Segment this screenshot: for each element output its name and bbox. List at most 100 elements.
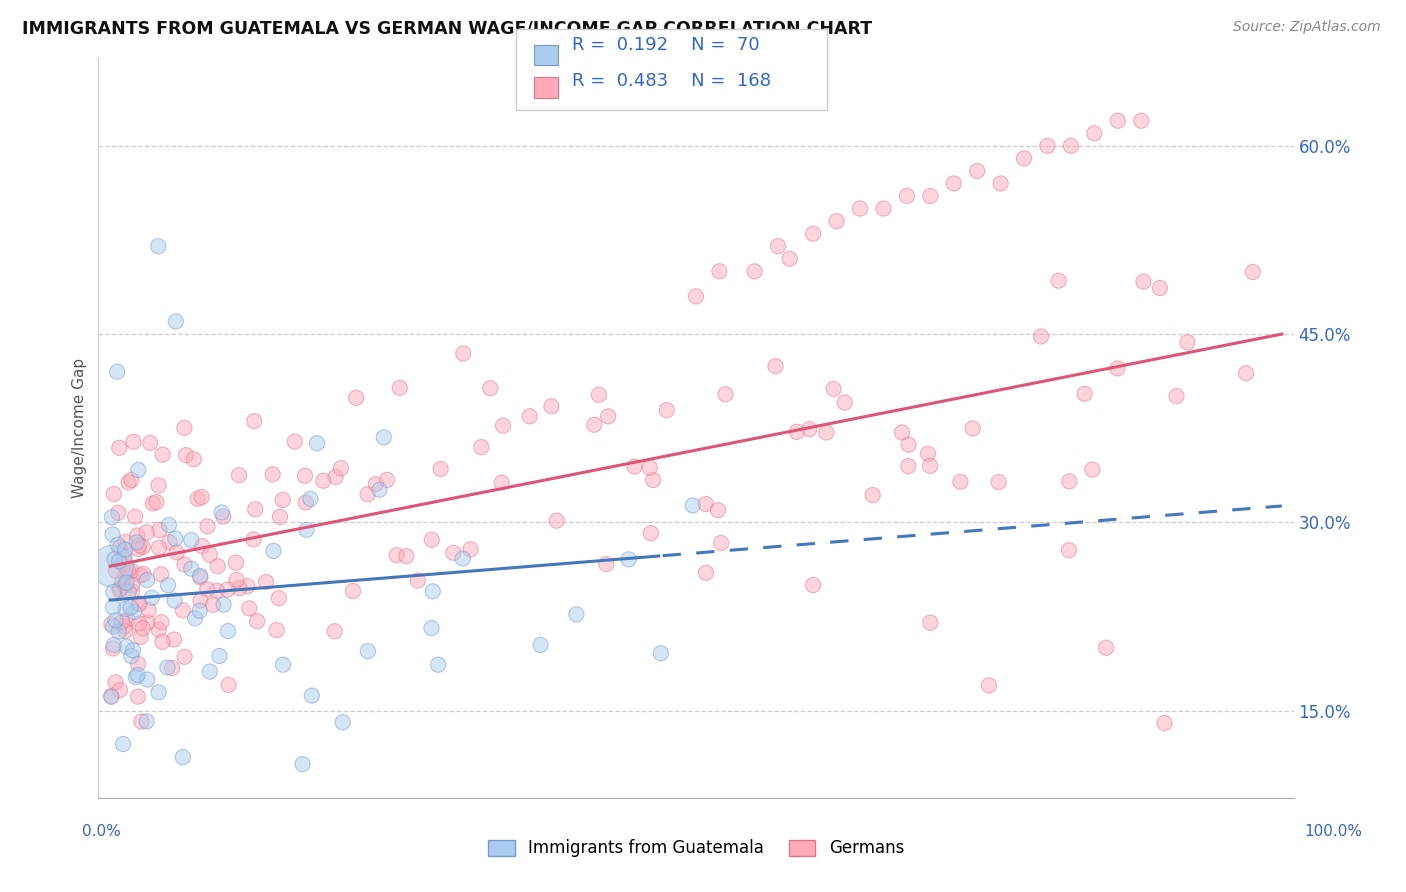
Point [163,593,186,607]
Point [714,387,737,401]
Point [128,597,150,611]
Point [246,614,269,628]
Point [114,602,136,616]
Point [107,538,129,552]
Point [135,714,157,729]
Point [172,603,194,617]
Point [148,523,170,537]
Point [218,678,240,692]
Point [217,624,239,639]
Point [172,750,194,764]
Point [173,421,195,435]
Point [122,643,145,657]
Point [1057,543,1080,558]
Point [491,475,513,490]
Point [150,615,173,630]
Point [138,603,160,617]
Point [108,683,131,698]
Point [357,644,380,658]
Point [180,533,202,547]
Point [1234,366,1257,380]
Point [388,381,411,395]
Point [127,657,149,671]
Point [1047,274,1070,288]
Point [1241,265,1264,279]
Point [129,630,152,644]
Point [190,490,212,504]
Point [174,448,197,462]
Point [920,615,942,630]
Point [834,395,856,409]
Point [180,561,202,575]
Point [228,581,250,595]
Point [451,346,474,360]
Point [122,605,145,619]
Point [420,621,443,635]
Point [385,548,408,562]
Point [238,601,260,615]
Point [897,438,920,452]
Point [188,570,211,584]
Point [139,435,162,450]
Text: IMMIGRANTS FROM GUATEMALA VS GERMAN WAGE/INCOME GAP CORRELATION CHART: IMMIGRANTS FROM GUATEMALA VS GERMAN WAGE… [22,20,873,37]
Point [617,552,640,566]
Point [329,461,352,475]
Point [312,474,335,488]
Point [197,519,219,533]
Point [208,648,231,663]
Point [111,574,134,589]
Point [492,418,515,433]
Point [744,264,766,278]
Point [1149,281,1171,295]
Point [1177,335,1199,350]
Point [243,414,266,428]
Point [263,544,285,558]
Point [108,582,131,596]
Point [114,624,136,638]
Point [115,575,138,590]
Point [695,497,717,511]
Point [420,533,443,547]
Point [131,714,153,729]
Point [1081,462,1104,476]
Point [479,381,502,395]
Point [1059,475,1081,489]
Point [148,478,170,492]
Point [128,538,150,552]
Point [271,492,294,507]
Point [166,545,188,559]
Point [105,365,128,379]
Point [127,463,149,477]
Point [129,568,152,582]
Point [103,619,125,633]
Point [148,623,170,637]
Point [107,506,129,520]
Point [595,557,617,571]
Point [1107,113,1129,128]
Point [583,417,606,432]
Point [368,483,391,497]
Point [121,584,143,599]
Point [849,202,872,216]
Point [112,557,135,571]
Point [114,542,136,557]
Point [128,616,150,631]
Point [127,690,149,704]
Text: 100.0%: 100.0% [1303,824,1362,838]
Point [198,548,221,562]
Point [104,564,127,578]
Point [655,403,678,417]
Point [132,567,155,582]
Point [136,615,159,630]
Point [815,425,838,440]
Point [1166,389,1188,403]
Point [145,495,167,509]
Point [128,597,150,611]
Point [114,567,136,582]
Point [891,425,914,440]
Point [207,559,229,574]
Point [364,477,387,491]
Point [254,575,277,590]
Point [1153,716,1175,731]
Point [100,617,122,632]
